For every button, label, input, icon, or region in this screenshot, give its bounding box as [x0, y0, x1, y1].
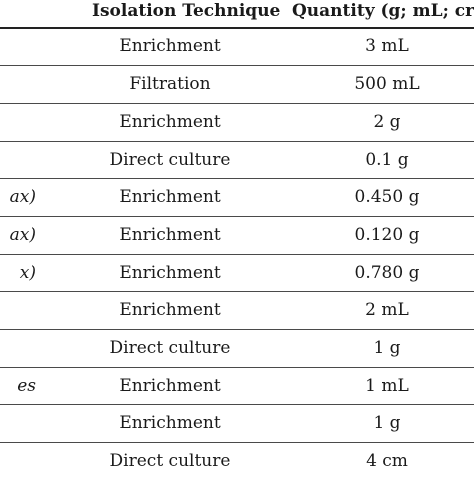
row-divider [0, 103, 474, 104]
table-row: Enrichment 3 mL [0, 28, 474, 65]
quantity-cell: 500 mL [354, 74, 420, 94]
isolation-technique-cell: Enrichment [119, 225, 221, 245]
isolation-technique-cell: Direct culture [109, 451, 231, 471]
quantity-cell: 2 g [373, 112, 401, 132]
isolation-technique-cell: Filtration [129, 74, 211, 94]
row-divider [0, 216, 474, 217]
row-label-fragment [0, 142, 40, 179]
row-divider [0, 291, 474, 292]
row-divider [0, 178, 474, 179]
row-divider [0, 367, 474, 368]
isolation-technique-cell: Enrichment [119, 263, 221, 283]
isolation-technique-cell: Enrichment [119, 413, 221, 433]
isolation-technique-cell: Enrichment [119, 112, 221, 132]
table-row: x) Enrichment 0.780 g [0, 255, 474, 292]
row-label-fragment: x) [19, 263, 36, 283]
row-divider [0, 442, 474, 443]
quantity-cell: 2 mL [365, 300, 409, 320]
isolation-technique-cell: Direct culture [109, 338, 231, 358]
isolation-technique-cell: Enrichment [119, 376, 221, 396]
table-row: Direct culture 4 cm [0, 443, 474, 480]
row-label-fragment [0, 405, 40, 442]
table-row: Filtration 500 mL [0, 66, 474, 103]
row-label-fragment [0, 104, 40, 141]
quantity-cell: 4 cm [366, 451, 408, 471]
table-row: ax) Enrichment 0.450 g [0, 179, 474, 216]
row-divider [0, 65, 474, 66]
isolation-technique-cell: Enrichment [119, 36, 221, 56]
row-divider [0, 329, 474, 330]
row-label-fragment: ax) [9, 187, 36, 207]
quantity-cell: 0.120 g [354, 225, 420, 245]
isolation-technique-cell: Enrichment [119, 300, 221, 320]
isolation-technique-cell: Direct culture [109, 150, 231, 170]
row-label-fragment: es [17, 376, 36, 396]
quantity-cell: 0.780 g [354, 263, 420, 283]
header-quantity: Quantity (g; mL; cr [292, 1, 474, 21]
quantity-cell: 3 mL [365, 36, 409, 56]
table-row: Enrichment 2 g [0, 104, 474, 141]
row-label-fragment [0, 292, 40, 329]
row-label-fragment: ax) [9, 225, 36, 245]
table-row: ax) Enrichment 0.120 g [0, 217, 474, 254]
table-row: Enrichment 2 mL [0, 292, 474, 329]
isolation-technique-cell: Enrichment [119, 187, 221, 207]
table-row: es Enrichment 1 mL [0, 368, 474, 405]
table-row: Enrichment 1 g [0, 405, 474, 442]
table-row: Direct culture 1 g [0, 330, 474, 367]
header-isolation-technique: Isolation Technique [92, 1, 281, 21]
row-label-fragment [0, 28, 40, 65]
row-divider [0, 141, 474, 142]
quantity-cell: 0.450 g [354, 187, 420, 207]
quantity-cell: 0.1 g [365, 150, 409, 170]
quantity-cell: 1 mL [365, 376, 409, 396]
row-divider [0, 404, 474, 405]
table-header: Isolation Technique Quantity (g; mL; cr [0, 0, 474, 27]
header-divider [0, 27, 474, 29]
quantity-cell: 1 g [373, 338, 401, 358]
row-divider [0, 254, 474, 255]
row-label-fragment [0, 66, 40, 103]
row-label-fragment [0, 443, 40, 480]
row-label-fragment [0, 330, 40, 367]
table-row: Direct culture 0.1 g [0, 142, 474, 179]
quantity-cell: 1 g [373, 413, 401, 433]
